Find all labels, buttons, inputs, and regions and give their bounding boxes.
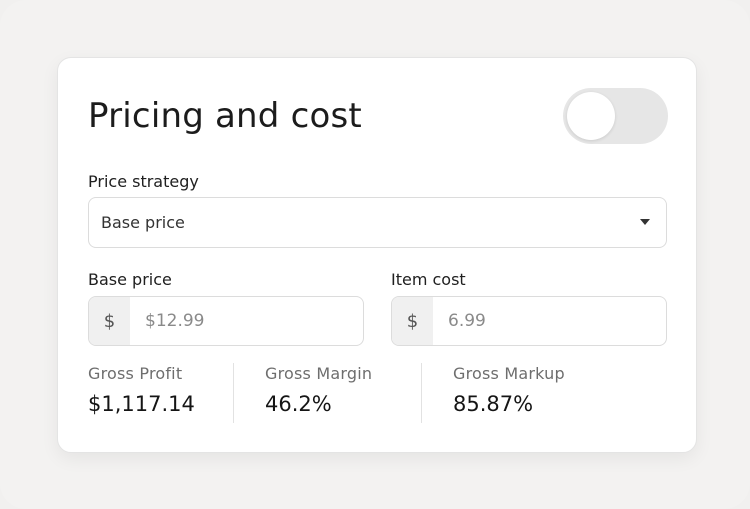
price-strategy-value: Base price bbox=[101, 213, 185, 232]
item-cost-field: $ bbox=[391, 296, 667, 346]
price-strategy-select[interactable]: Base price bbox=[88, 197, 667, 248]
stat-divider bbox=[233, 363, 234, 423]
base-price-label: Base price bbox=[88, 270, 172, 289]
base-price-input[interactable] bbox=[130, 297, 363, 345]
gross-profit-stat: Gross Profit $1,117.14 bbox=[88, 364, 195, 416]
item-cost-currency-prefix: $ bbox=[392, 297, 433, 345]
price-strategy-label: Price strategy bbox=[88, 172, 199, 191]
gross-profit-label: Gross Profit bbox=[88, 364, 183, 383]
item-cost-input[interactable] bbox=[433, 297, 666, 345]
toggle-knob bbox=[567, 92, 615, 140]
gross-margin-stat: Gross Margin 46.2% bbox=[265, 364, 372, 416]
gross-markup-value: 85.87% bbox=[453, 392, 534, 416]
gross-markup-stat: Gross Markup 85.87% bbox=[453, 364, 565, 416]
pricing-toggle[interactable] bbox=[563, 88, 668, 144]
base-price-field: $ bbox=[88, 296, 364, 346]
card-title: Pricing and cost bbox=[88, 96, 362, 136]
caret-down-icon bbox=[640, 219, 650, 225]
item-cost-label: Item cost bbox=[391, 270, 466, 289]
pricing-card: Pricing and cost Price strategy Base pri… bbox=[57, 57, 697, 453]
base-price-currency-prefix: $ bbox=[89, 297, 130, 345]
gross-margin-value: 46.2% bbox=[265, 392, 332, 416]
gross-profit-value: $1,117.14 bbox=[88, 392, 195, 416]
gross-markup-label: Gross Markup bbox=[453, 364, 565, 383]
stat-divider bbox=[421, 363, 422, 423]
gross-margin-label: Gross Margin bbox=[265, 364, 373, 383]
